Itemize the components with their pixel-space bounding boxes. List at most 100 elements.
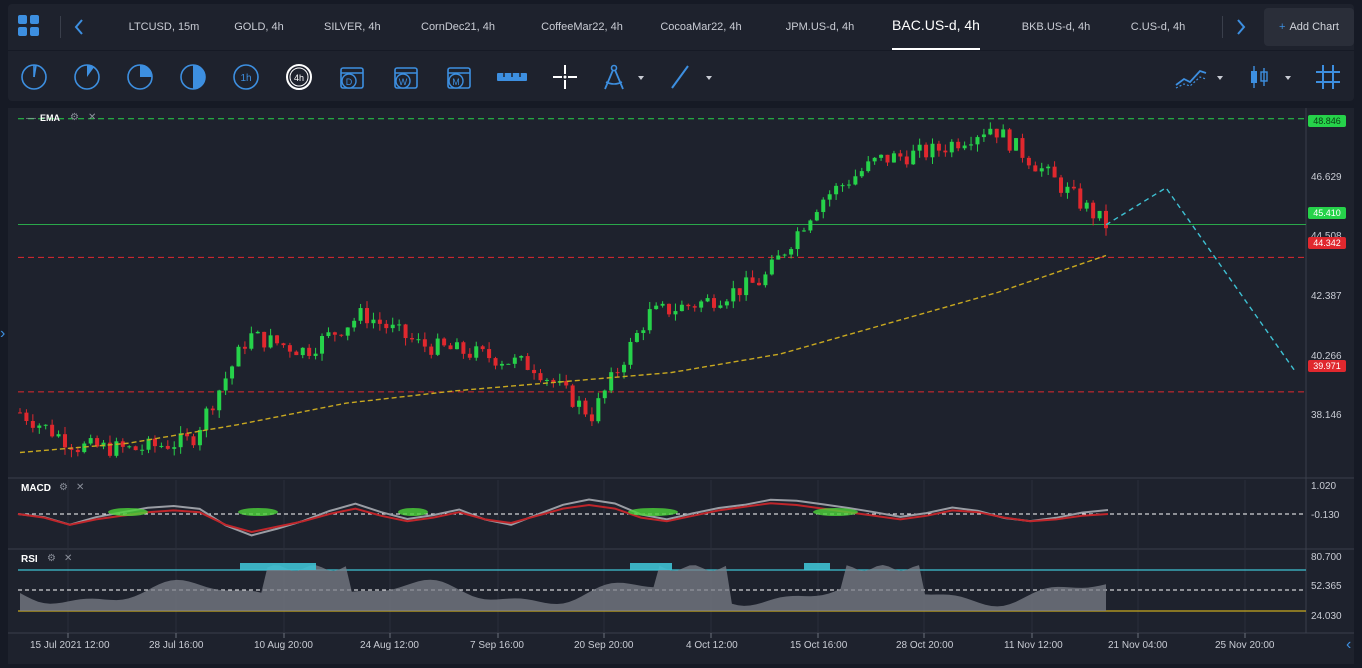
time-axis-label: 7 Sep 16:00 (470, 640, 524, 651)
rsi-indicator-label: RSI (21, 554, 38, 565)
candle-body (898, 153, 903, 157)
macd-settings-icon[interactable]: ⚙ (59, 482, 68, 493)
candle-body (660, 303, 665, 306)
timeframe-monthly-button[interactable]: M (445, 63, 473, 91)
candle-body (223, 378, 228, 391)
candle-body (352, 320, 357, 328)
right-panel-expand-icon[interactable]: ‹ (1346, 636, 1352, 653)
candle-body (544, 379, 549, 381)
chart-panel[interactable]: — EMA ⚙ ✕ MACD ⚙ ✕ RSI ⚙ ✕ 48.846 46.629… (8, 108, 1354, 664)
ema-close-icon[interactable]: ✕ (88, 112, 97, 123)
candle-body (493, 358, 498, 366)
candle-body (1091, 202, 1096, 219)
ruler-icon[interactable] (495, 63, 529, 91)
candle-body (429, 346, 434, 355)
svg-text:D: D (346, 77, 353, 87)
chart-type-dropdown[interactable] (1248, 63, 1294, 91)
candle-body (943, 150, 948, 153)
candle-body (326, 332, 331, 337)
drawing-tools-dropdown[interactable] (600, 63, 648, 91)
candle-body (62, 434, 67, 448)
candle-body (679, 304, 684, 312)
candle-body (107, 442, 112, 456)
rsi-area (20, 565, 1106, 611)
ema-line (19, 254, 1107, 454)
candle-body (300, 347, 305, 356)
candle-body (570, 385, 575, 407)
time-axis-label: 20 Sep 20:00 (574, 640, 634, 651)
layout-grid-icon[interactable] (18, 15, 40, 37)
time-axis-label: 4 Oct 12:00 (686, 640, 738, 651)
timeframe-1m-button[interactable] (20, 63, 48, 91)
candle-body (879, 154, 884, 158)
candle-body (140, 449, 145, 451)
grid-toggle-icon[interactable] (1314, 63, 1342, 91)
candle-body (1059, 177, 1064, 193)
candle-body (699, 301, 704, 308)
candle-body (872, 157, 877, 162)
tab-c-us-d-4h[interactable]: C.US-d, 4h (1130, 21, 1186, 33)
macd-histogram (108, 508, 148, 516)
candle-body (667, 303, 672, 315)
candle-body (1001, 129, 1006, 138)
price-tag-red-upper: 44.342 (1308, 237, 1346, 249)
crosshair-icon[interactable] (551, 63, 579, 91)
timeframe-daily-button[interactable]: D (338, 63, 366, 91)
candle-body (294, 351, 299, 356)
candle-body (962, 145, 967, 149)
macd-close-icon[interactable]: ✕ (76, 482, 85, 493)
timeframe-5m-button[interactable] (73, 63, 101, 91)
candle-body (538, 373, 543, 381)
tabs-prev-icon[interactable] (72, 17, 86, 37)
add-chart-button[interactable]: + Add Chart (1264, 8, 1354, 46)
timeframe-weekly-button[interactable]: W (392, 63, 420, 91)
time-axis-label: 28 Jul 16:00 (149, 640, 204, 651)
candle-body (448, 345, 453, 350)
candle-body (731, 288, 736, 302)
timeframe-30m-button[interactable] (179, 63, 207, 91)
candle-body (1026, 157, 1031, 166)
candle-body (1078, 188, 1083, 209)
candle-body (744, 277, 749, 296)
candle-body (891, 153, 896, 163)
tab-cocoamar22-4h[interactable]: CocoaMar22, 4h (660, 21, 742, 33)
timeframe-1h-button[interactable]: 1h (232, 63, 260, 91)
candle-body (24, 412, 29, 421)
candle-body (416, 339, 421, 341)
divider (60, 16, 61, 38)
candle-body (1046, 166, 1051, 169)
divider (1222, 16, 1223, 38)
candle-body (1071, 186, 1076, 189)
candle-body (230, 366, 235, 379)
candle-body (718, 305, 723, 308)
candle-body (281, 343, 286, 346)
tab-corndec21-4h[interactable]: CornDec21, 4h (421, 21, 495, 33)
line-tool-dropdown[interactable] (668, 63, 716, 91)
timeframe-15m-button[interactable] (126, 63, 154, 91)
candle-body (1104, 210, 1108, 229)
tab-coffeemar22-4h[interactable]: CoffeeMar22, 4h (541, 21, 623, 33)
indicators-dropdown[interactable] (1174, 63, 1226, 91)
candle-body (917, 144, 922, 151)
candle-body (1097, 210, 1102, 219)
rsi-settings-icon[interactable]: ⚙ (47, 553, 56, 564)
candle-body (577, 400, 582, 407)
tab-bac-us-d-4h[interactable]: BAC.US-d, 4h (892, 4, 980, 50)
ema-settings-icon[interactable]: ⚙ (70, 112, 79, 123)
tab-gold-4h[interactable]: GOLD, 4h (234, 21, 284, 33)
rsi-close-icon[interactable]: ✕ (64, 553, 73, 564)
tab-jpm-us-d-4h[interactable]: JPM.US-d, 4h (785, 21, 855, 33)
tab-bkb-us-d-4h[interactable]: BKB.US-d, 4h (1021, 21, 1091, 33)
candle-body (834, 185, 839, 195)
tabs-next-icon[interactable] (1234, 17, 1248, 37)
candle-body (197, 429, 202, 446)
candle-body (165, 445, 170, 449)
tab-ltcusd-15m[interactable]: LTCUSD, 15m (128, 21, 200, 33)
candle-body (641, 330, 646, 333)
tab-silver-4h[interactable]: SILVER, 4h (324, 21, 381, 33)
price-chart-canvas[interactable] (8, 108, 1354, 664)
ema-collapse-icon[interactable]: — (26, 113, 36, 124)
left-panel-expand-icon[interactable]: › (0, 325, 6, 342)
timeframe-4h-button[interactable]: 4h (285, 63, 313, 91)
plus-icon: + (1279, 21, 1286, 33)
